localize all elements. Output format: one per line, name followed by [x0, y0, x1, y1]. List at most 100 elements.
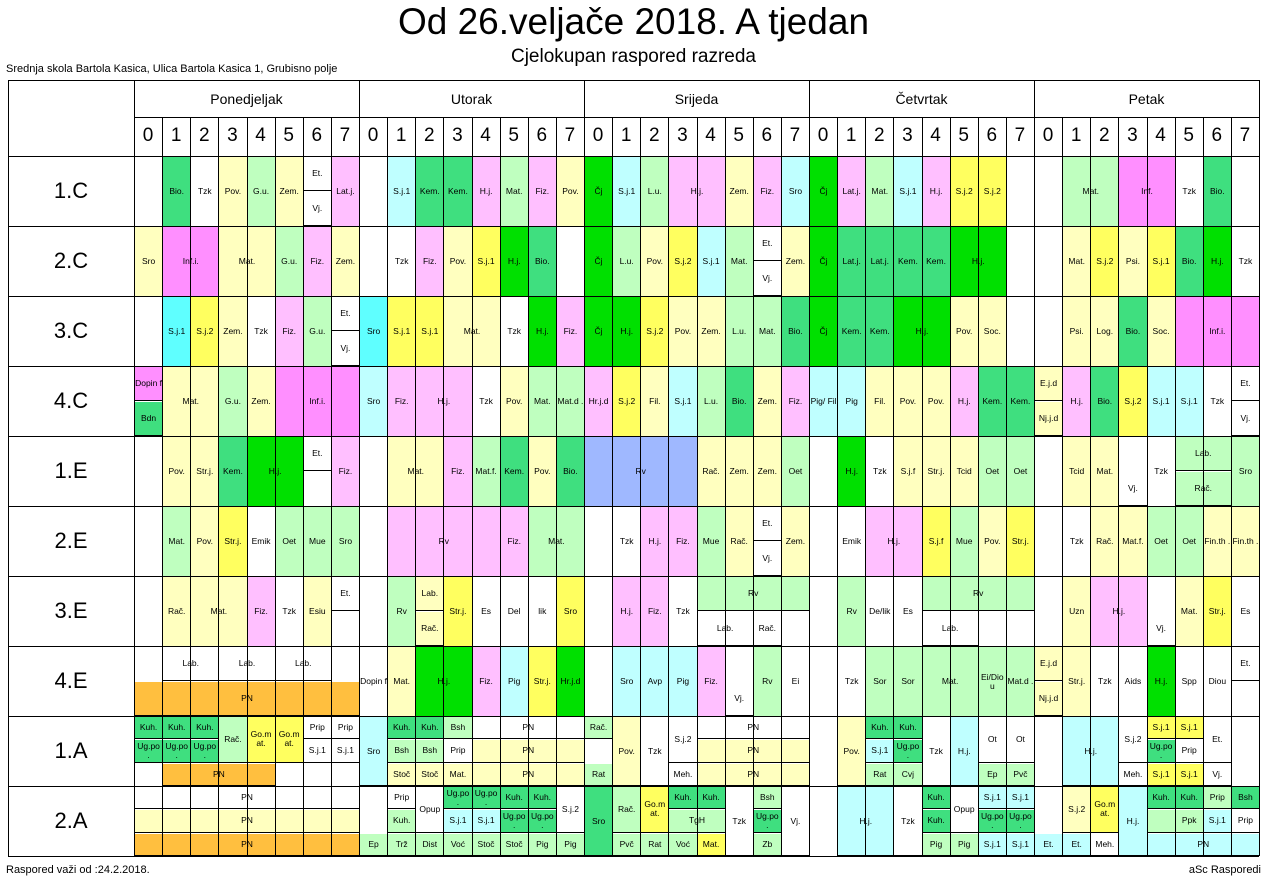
grid-line [246, 117, 248, 856]
lesson-cell: Tzk [1063, 507, 1091, 576]
lesson-cell: Go.m at. [247, 717, 275, 763]
valid-from-note: Raspored važi od :24.2.2018. [6, 864, 150, 876]
grid-line [8, 506, 1259, 507]
lesson-cell: Čj [810, 227, 838, 296]
lesson-cell: Pig [500, 647, 528, 716]
grid-line [415, 117, 417, 856]
lesson-cell: Fiz. [669, 507, 697, 576]
grid-line [555, 117, 557, 856]
lesson-cell: Zem. [219, 297, 247, 366]
lesson-cell: Es [472, 577, 500, 646]
class-label: 3.E [54, 598, 88, 623]
lesson-cell: Sor [894, 647, 922, 716]
lesson-cell: H.j. [922, 157, 950, 226]
software-credit: aSc Rasporedi [1188, 864, 1261, 876]
lesson-cell: Et. [1063, 833, 1091, 856]
lesson-cell: Vj. [781, 787, 809, 856]
grid-line [8, 296, 1259, 297]
lesson-cell: Ot [1006, 717, 1034, 763]
lesson-cell: Fiz. [331, 437, 359, 506]
lesson-cell: Kem. [444, 157, 472, 226]
lesson-cell: Oet [1175, 507, 1203, 576]
lesson-cell: Vj. [1147, 612, 1175, 646]
lesson-cell: Ep [978, 763, 1006, 786]
lesson-cell: Tzk [388, 227, 416, 296]
grid-line [837, 117, 839, 856]
lesson-cell: Mat.f. [472, 437, 500, 506]
lesson-cell: Bsh [753, 787, 781, 810]
lesson-cell: H.j. [950, 717, 978, 786]
lesson-cell: Vj. [753, 542, 781, 576]
grid-line [8, 80, 1259, 81]
lesson-cell: S.j.2 [669, 717, 697, 763]
lesson-cell: Str.j. [444, 577, 472, 646]
period-number: 6 [1211, 125, 1223, 146]
lesson-cell: Bio. [1175, 227, 1203, 296]
lesson-cell: Tzk [725, 787, 753, 856]
period-number: 7 [339, 125, 351, 146]
lesson-cell: Opup [950, 787, 978, 833]
lesson-cell: S.j.1 [416, 297, 444, 366]
lesson-cell: Kuh. [669, 787, 697, 810]
lesson-cell: S.j.1 [697, 227, 725, 296]
lesson-cell: Stoč [388, 763, 416, 786]
lesson-cell: Et. [1035, 833, 1063, 856]
grid-line [1146, 117, 1148, 856]
period-number: 5 [733, 125, 744, 146]
lesson-cell: Mat. [163, 507, 191, 576]
period-number: 5 [508, 125, 519, 146]
lesson-cell: Kuh. [866, 717, 894, 740]
period-number: 0 [817, 125, 829, 146]
lesson-cell: lik [528, 577, 556, 646]
lesson-cell: Cvj [894, 763, 922, 786]
lesson-cell: S.j.1 [444, 810, 472, 833]
lesson-cell: Ug.po . [135, 740, 163, 763]
lesson-cell: Mat. [725, 227, 753, 296]
lesson-cell: S.j.2 [613, 367, 641, 436]
grid-line [330, 117, 332, 856]
lesson-cell: Bio. [163, 157, 191, 226]
period-number: 6 [536, 125, 548, 146]
grid-line [527, 117, 529, 856]
lesson-cell: Kuh. [416, 717, 444, 740]
lesson-cell: S.j.1 [1175, 367, 1203, 436]
day-header: Četvrtak [895, 91, 948, 107]
lesson-cell: S.j.1 [388, 297, 416, 366]
period-number: 1 [620, 125, 632, 146]
lesson-cell: Vj. [753, 262, 781, 296]
lesson-cell: Str.j. [1203, 577, 1231, 646]
lesson-cell: Go.m at. [1091, 787, 1119, 833]
lesson-cell: S.j.1 [472, 810, 500, 833]
lesson-cell: E.j.d [1035, 367, 1063, 401]
lesson-cell: Sro [135, 227, 163, 296]
grid-line [162, 117, 164, 856]
period-number: 7 [789, 125, 801, 146]
lesson-cell: Mue [303, 507, 331, 576]
lesson-cell: Trž [388, 833, 416, 856]
lesson-cell: Fiz. [753, 157, 781, 226]
grid-line [809, 80, 810, 856]
lesson-cell: S.j.1 [1203, 810, 1231, 833]
lesson-cell: Bio. [556, 437, 584, 506]
lesson-cell: Mat. [866, 157, 894, 226]
lesson-cell: Stoč [416, 763, 444, 786]
lesson-cell: Stoč [500, 833, 528, 856]
lesson-cell: Kuh. [1175, 787, 1203, 810]
lesson-cell: Fiz. [528, 157, 556, 226]
lesson-cell: Stoč [472, 833, 500, 856]
period-number: 6 [311, 125, 323, 146]
period-number: 3 [677, 125, 688, 146]
lesson-cell: Diou [1203, 647, 1231, 716]
grid-line [8, 80, 9, 856]
grid-line [8, 366, 1259, 367]
lesson-cell: Tzk [500, 297, 528, 366]
lesson-cell: S.j.1 [1175, 763, 1203, 786]
period-number: 4 [255, 125, 266, 146]
lesson-cell: Meh. [1091, 833, 1119, 856]
lesson-cell: Prip [388, 787, 416, 810]
day-header: Petak [1128, 91, 1165, 107]
lesson-cell: Prip [303, 717, 331, 740]
lesson-cell: Čj [810, 297, 838, 366]
lesson-cell: Bio. [1119, 297, 1147, 366]
lesson-cell: Vj. [1119, 472, 1147, 506]
